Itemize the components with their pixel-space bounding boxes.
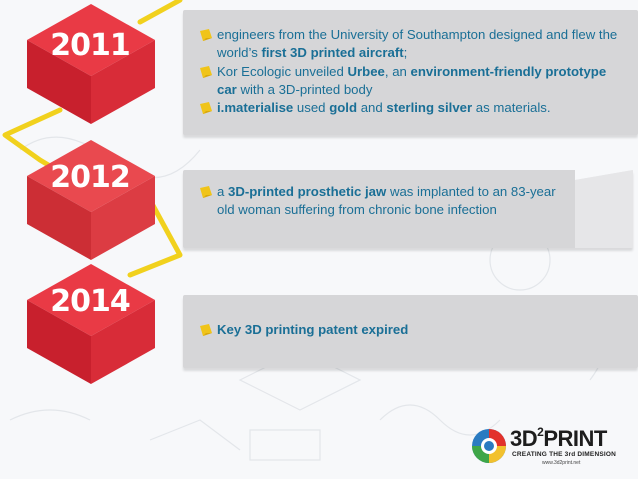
year-cube-2012: 2012 xyxy=(25,138,157,262)
card-fold xyxy=(575,170,633,248)
card-panel xyxy=(183,170,633,248)
card-2012: a 3D-printed prosthetic jaw was implante… xyxy=(183,170,633,248)
card-panel xyxy=(183,10,638,135)
bullet-icon xyxy=(200,324,212,336)
cube-shape xyxy=(27,264,155,384)
item-text: engineers from the University of Southam… xyxy=(217,27,618,60)
year-label: 2011 xyxy=(50,28,131,63)
item-text: Key 3D printing patent expired xyxy=(217,322,409,337)
card-2011: engineers from the University of Southam… xyxy=(183,10,638,135)
bullet-icon xyxy=(200,186,212,198)
list-item: Kor Ecologic unveiled Urbee, an environm… xyxy=(200,63,618,99)
item-text: Kor Ecologic unveiled Urbee, an environm… xyxy=(217,64,607,97)
list-item: Key 3D printing patent expired xyxy=(200,321,618,339)
list-item: a 3D-printed prosthetic jaw was implante… xyxy=(200,183,563,219)
year-label: 2014 xyxy=(50,284,131,319)
cube-shape xyxy=(27,140,155,260)
year-label: 2012 xyxy=(50,160,131,195)
item-text: i.materialise used gold and sterling sil… xyxy=(217,100,551,115)
logo-tagline: CREATING THE 3rd DIMENSION xyxy=(512,451,617,458)
list-item: i.materialise used gold and sterling sil… xyxy=(200,99,618,117)
item-text: a 3D-printed prosthetic jaw was implante… xyxy=(217,184,556,217)
card-panel xyxy=(183,295,638,368)
card-2014: Key 3D printing patent expired xyxy=(183,295,638,368)
logo-url: www.3d2print.net xyxy=(542,460,581,466)
brand-logo: 3D2PRINT CREATING THE 3rd DIMENSION www.… xyxy=(470,424,630,470)
bullet-icon xyxy=(200,29,212,41)
bullet-icon xyxy=(200,66,212,78)
cube-shape xyxy=(27,4,155,124)
logo-swirl-icon xyxy=(472,429,506,463)
list-item: engineers from the University of Southam… xyxy=(200,26,618,62)
year-cube-2014: 2014 xyxy=(25,262,157,386)
bullet-icon xyxy=(200,102,212,114)
year-cube-2011: 2011 xyxy=(25,2,157,126)
logo-name: 3D2PRINT xyxy=(510,424,607,451)
